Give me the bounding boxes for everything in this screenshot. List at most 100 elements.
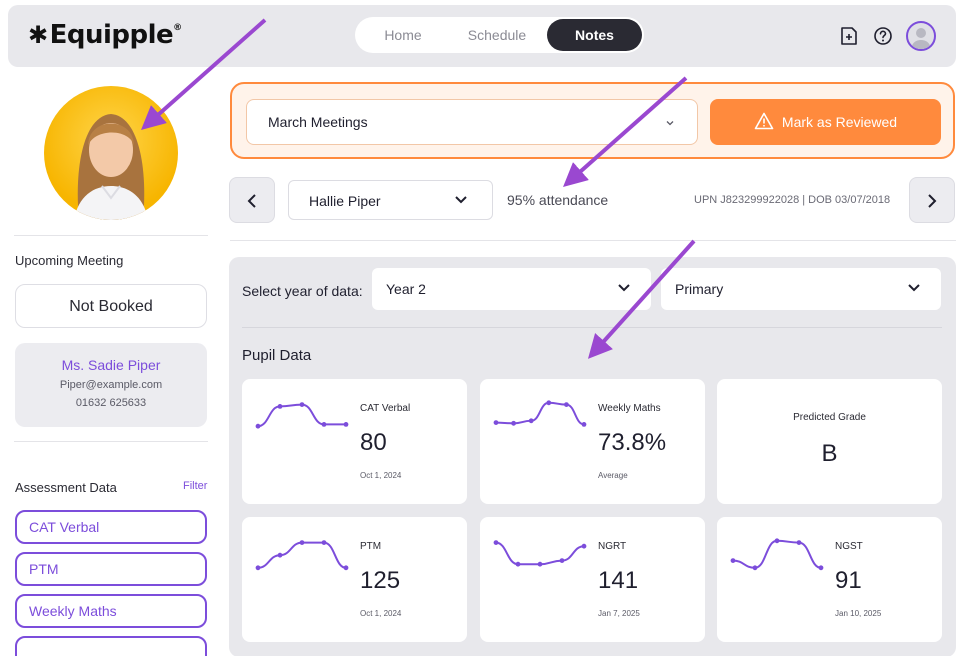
- sparkline-path: [257, 541, 347, 569]
- sparkline-point: [528, 418, 534, 424]
- contact-card: Ms. Sadie Piper Piper@example.com 01632 …: [15, 343, 207, 427]
- sparkline-point: [818, 565, 824, 571]
- chevron-down-icon: [908, 284, 920, 292]
- mark-reviewed-label: Mark as Reviewed: [781, 114, 898, 130]
- pupil-data-panel: Select year of data: Year 2 Primary Pupi…: [229, 257, 956, 656]
- registered-mark: ®: [173, 23, 182, 33]
- metric-title: NGRT: [598, 541, 627, 552]
- meeting-status: Not Booked: [15, 284, 207, 328]
- metric-title: PTM: [360, 541, 382, 552]
- assessment-cat-verbal[interactable]: CAT Verbal: [15, 510, 207, 544]
- warning-icon: [754, 112, 774, 130]
- metric-card[interactable]: Predicted Grade B: [717, 379, 942, 504]
- metric-card[interactable]: PTM 125 Oct 1, 2024: [242, 517, 467, 642]
- chevron-left-icon: [247, 194, 256, 208]
- help-icon[interactable]: [872, 25, 894, 47]
- metric-subtext: Average: [598, 471, 628, 480]
- sparkline-point: [493, 420, 499, 425]
- sparkline-point: [511, 420, 516, 426]
- sparkline-point: [774, 538, 780, 544]
- sparkline-path: [495, 541, 585, 566]
- add-note-icon[interactable]: [838, 25, 860, 47]
- main-divider: [230, 240, 956, 241]
- metric-subtext: Oct 1, 2024: [360, 471, 402, 480]
- metric-title: Weekly Maths: [598, 403, 661, 414]
- logo-text: Equipple: [49, 20, 174, 50]
- chevron-down-icon: [666, 121, 674, 126]
- sparkline-path: [495, 401, 585, 426]
- pupil-name: Hallie Piper: [309, 193, 381, 209]
- contact-phone: 01632 625633: [75, 397, 147, 409]
- contact-email[interactable]: Piper@example.com: [59, 379, 163, 391]
- year-select-value: Year 2: [386, 281, 426, 297]
- sparkline-point: [493, 540, 499, 545]
- metric-subtext: Jan 7, 2025: [598, 609, 640, 618]
- sparkline-point: [299, 540, 305, 545]
- sidebar-divider: [14, 235, 208, 236]
- assessment-data-label: Assessment Data: [15, 480, 117, 495]
- logo[interactable]: ✱Equipple®: [28, 20, 182, 50]
- phase-select-value: Primary: [675, 281, 724, 297]
- user-avatar-icon[interactable]: [906, 21, 936, 51]
- next-pupil-button[interactable]: [909, 177, 955, 223]
- sparkline-point: [515, 561, 521, 567]
- year-select[interactable]: Year 2: [372, 268, 651, 310]
- filter-link[interactable]: Filter: [183, 480, 208, 492]
- attendance-text: 95% attendance: [507, 192, 609, 208]
- nav-tab-home[interactable]: Home: [384, 27, 422, 43]
- year-select-label: Select year of data:: [242, 283, 363, 299]
- asterisk-icon: ✱: [28, 21, 48, 49]
- sparkline-point: [559, 558, 565, 563]
- sparkline-point: [752, 565, 758, 571]
- chevron-right-icon: [928, 194, 937, 208]
- contact-name[interactable]: Ms. Sadie Piper: [61, 357, 161, 373]
- sparkline-point: [277, 404, 283, 409]
- chevron-down-icon: [618, 284, 630, 292]
- assessment-next[interactable]: [15, 636, 207, 656]
- metric-title: NGST: [835, 541, 863, 552]
- metric-card[interactable]: NGRT 141 Jan 7, 2025: [480, 517, 705, 642]
- upcoming-meeting-label: Upcoming Meeting: [15, 253, 124, 268]
- meeting-select[interactable]: March Meetings: [246, 99, 698, 145]
- metric-value: 125: [360, 567, 401, 594]
- metric-value: B: [821, 440, 838, 467]
- assessment-weekly-maths[interactable]: Weekly Maths: [15, 594, 207, 628]
- meeting-select-value: March Meetings: [268, 114, 368, 130]
- sparkline-point: [321, 540, 327, 545]
- sparkline-point: [581, 543, 587, 549]
- nav-tab-schedule[interactable]: Schedule: [467, 27, 527, 43]
- metric-card[interactable]: NGST 91 Jan 10, 2025: [717, 517, 942, 642]
- previous-pupil-button[interactable]: [229, 177, 275, 223]
- sparkline-point: [537, 561, 543, 567]
- metric-value: 73.8%: [598, 429, 667, 456]
- meeting-selector-box: March Meetings Mark as Reviewed: [230, 82, 955, 159]
- sidebar-divider: [14, 441, 208, 442]
- chevron-down-icon: [455, 196, 467, 204]
- sparkline-point: [255, 423, 261, 429]
- pupil-data-title: Pupil Data: [242, 347, 312, 364]
- pupil-select[interactable]: Hallie Piper: [288, 180, 493, 220]
- metric-card[interactable]: CAT Verbal 80 Oct 1, 2024: [242, 379, 467, 504]
- panel-divider: [242, 327, 942, 328]
- sparkline: [255, 540, 349, 571]
- metric-card[interactable]: Weekly Maths 73.8% Average: [480, 379, 705, 504]
- metric-title: Predicted Grade: [793, 412, 866, 423]
- sparkline-point: [343, 422, 349, 427]
- sparkline-point: [255, 565, 261, 571]
- phase-select[interactable]: Primary: [661, 268, 941, 310]
- metric-value: 141: [598, 567, 639, 594]
- nav-tab-notes[interactable]: Notes: [547, 19, 642, 51]
- app-header: ✱Equipple® Home Schedule Notes: [8, 5, 956, 67]
- sparkline-point: [581, 422, 587, 427]
- sparkline-point: [277, 552, 283, 558]
- assessment-ptm[interactable]: PTM: [15, 552, 207, 586]
- sparkline: [493, 400, 587, 427]
- sparkline: [493, 540, 587, 567]
- mark-reviewed-button[interactable]: Mark as Reviewed: [710, 99, 941, 145]
- pupil-photo: [44, 86, 178, 220]
- sparkline-point: [564, 402, 569, 407]
- metric-value: 80: [360, 429, 387, 456]
- sparkline-path: [257, 403, 346, 428]
- sparkline-point: [321, 422, 327, 427]
- sparkline: [255, 402, 349, 429]
